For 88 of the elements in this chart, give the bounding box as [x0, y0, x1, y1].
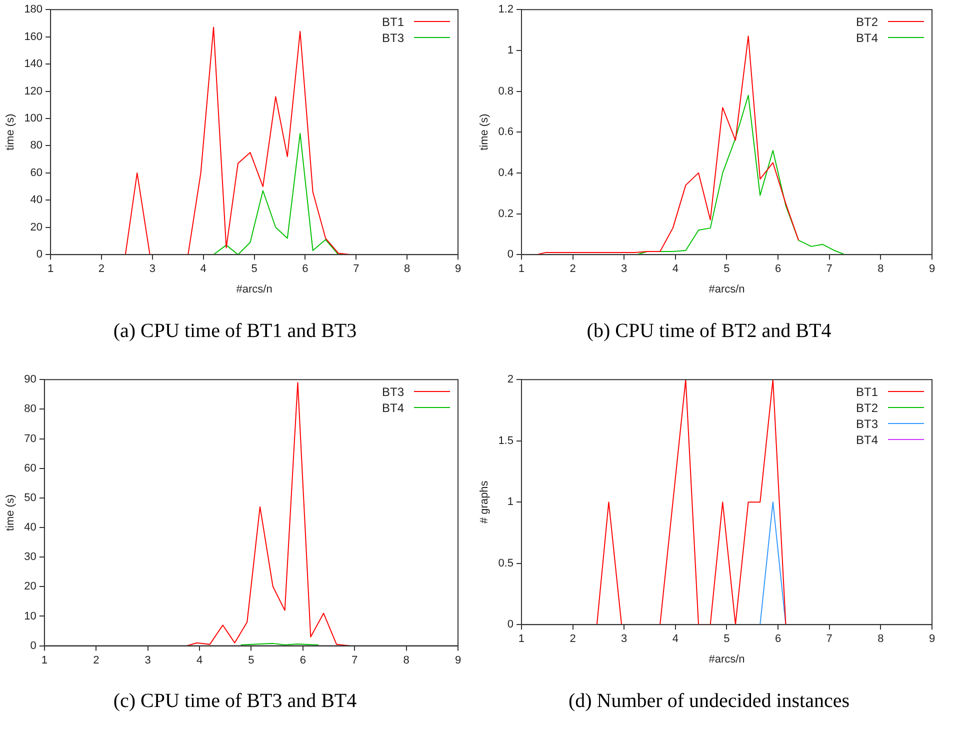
y-tick-label: 90	[24, 374, 36, 386]
legend-label: BT1	[856, 384, 878, 399]
legend-label: BT4	[856, 30, 878, 45]
y-tick-label: 0	[507, 618, 514, 631]
x-tick-label: 5	[724, 633, 730, 646]
y-tick-label: 1.2	[498, 4, 514, 16]
x-tick-label: 8	[878, 263, 884, 276]
x-tick-label: 6	[302, 263, 308, 276]
y-tick-label: 0.8	[498, 85, 514, 98]
text: (a) CPU time of BT1 and BT3	[112, 320, 358, 343]
x-tick-label: 3	[149, 263, 156, 276]
x-tick-label: 3	[144, 654, 151, 666]
x-tick-label: 7	[826, 633, 832, 646]
legend-label: BT3	[382, 384, 404, 399]
y-tick-label: 2	[507, 374, 514, 386]
x-tick-label: 5	[724, 263, 730, 276]
y-tick-label: 40	[24, 522, 36, 534]
y-tick-label: 80	[30, 140, 43, 152]
legend-label: BT3	[382, 30, 404, 45]
y-tick-label: 80	[24, 403, 36, 416]
y-tick-label: 30	[24, 551, 36, 564]
y-tick-label: 0	[36, 248, 43, 261]
y-tick-label: 1.5	[498, 434, 514, 447]
legend-label: BT4	[856, 432, 878, 447]
x-tick-label: 7	[352, 654, 358, 666]
x-tick-label: 9	[928, 633, 936, 646]
y-tick-label: 20	[30, 221, 43, 234]
y-tick-label: 70	[24, 432, 36, 445]
y-tick-label: 20	[24, 580, 36, 593]
x-tick-label: 8	[878, 633, 884, 646]
x-tick-label: 9	[454, 263, 462, 276]
x-tick-label: 5	[248, 654, 254, 666]
y-tick-label: 10	[24, 610, 36, 622]
x-axis-title: #arcs/n	[708, 653, 745, 666]
x-tick-label: 8	[403, 654, 410, 666]
x-tick-label: 4	[672, 633, 678, 646]
y-tick-label: 100	[24, 112, 43, 125]
x-tick-label: 6	[774, 633, 782, 646]
x-tick-label: 3	[621, 263, 628, 276]
y-tick-label: 180	[24, 4, 43, 16]
y-tick-label: 140	[24, 58, 43, 70]
y-tick-label: 1	[507, 44, 514, 56]
x-tick-label: 4	[672, 263, 678, 276]
text: (d) Number of undecided instances	[567, 690, 850, 713]
y-tick-label: 1	[507, 496, 514, 508]
x-tick-label: 5	[251, 263, 258, 276]
x-tick-label: 2	[93, 654, 100, 666]
x-tick-label: 2	[570, 633, 576, 646]
x-tick-label: 1	[518, 263, 525, 276]
y-tick-label: 0.6	[498, 126, 514, 138]
x-tick-label: 6	[774, 263, 782, 276]
y-tick-label: 0.2	[498, 208, 514, 220]
y-tick-label: 50	[24, 492, 36, 504]
x-axis-title: #arcs/n	[236, 283, 272, 296]
x-tick-label: 1	[47, 263, 54, 276]
x-tick-label: 8	[404, 263, 410, 276]
text: (c) CPU time of BT3 and BT4	[112, 690, 358, 713]
legend-label: BT3	[856, 416, 878, 431]
legend-label: BT2	[856, 400, 878, 415]
x-tick-label: 2	[570, 263, 576, 276]
x-tick-label: 1	[518, 633, 525, 646]
x-tick-label: 7	[353, 263, 360, 276]
x-tick-label: 4	[196, 654, 203, 666]
text: (b) CPU time of BT2 and BT4	[586, 320, 832, 343]
y-tick-label: 0.5	[498, 557, 514, 570]
legend-label: BT1	[382, 14, 404, 29]
y-tick-label: 40	[30, 194, 43, 206]
x-tick-label: 6	[300, 654, 306, 666]
x-tick-label: 9	[928, 263, 936, 276]
x-tick-label: 3	[621, 633, 628, 646]
y-axis-title: # graphs	[478, 480, 491, 524]
x-tick-label: 9	[454, 654, 462, 666]
y-tick-label: 0.4	[498, 166, 514, 179]
y-axis-title: time (s)	[478, 114, 491, 150]
legend-label: BT2	[856, 14, 878, 29]
y-tick-label: 160	[24, 30, 43, 43]
y-axis-title: time (s)	[4, 114, 17, 150]
x-tick-label: 2	[98, 263, 105, 276]
y-tick-label: 60	[30, 166, 43, 179]
y-tick-label: 60	[24, 462, 36, 474]
x-axis-title: #arcs/n	[708, 283, 745, 296]
y-tick-label: 0	[30, 640, 36, 652]
legend-label: BT4	[382, 400, 404, 415]
y-tick-label: 0	[507, 248, 514, 261]
x-tick-label: 7	[826, 263, 832, 276]
y-axis-title: time (s)	[4, 494, 17, 532]
x-tick-label: 4	[200, 263, 206, 276]
y-tick-label: 120	[24, 85, 43, 98]
